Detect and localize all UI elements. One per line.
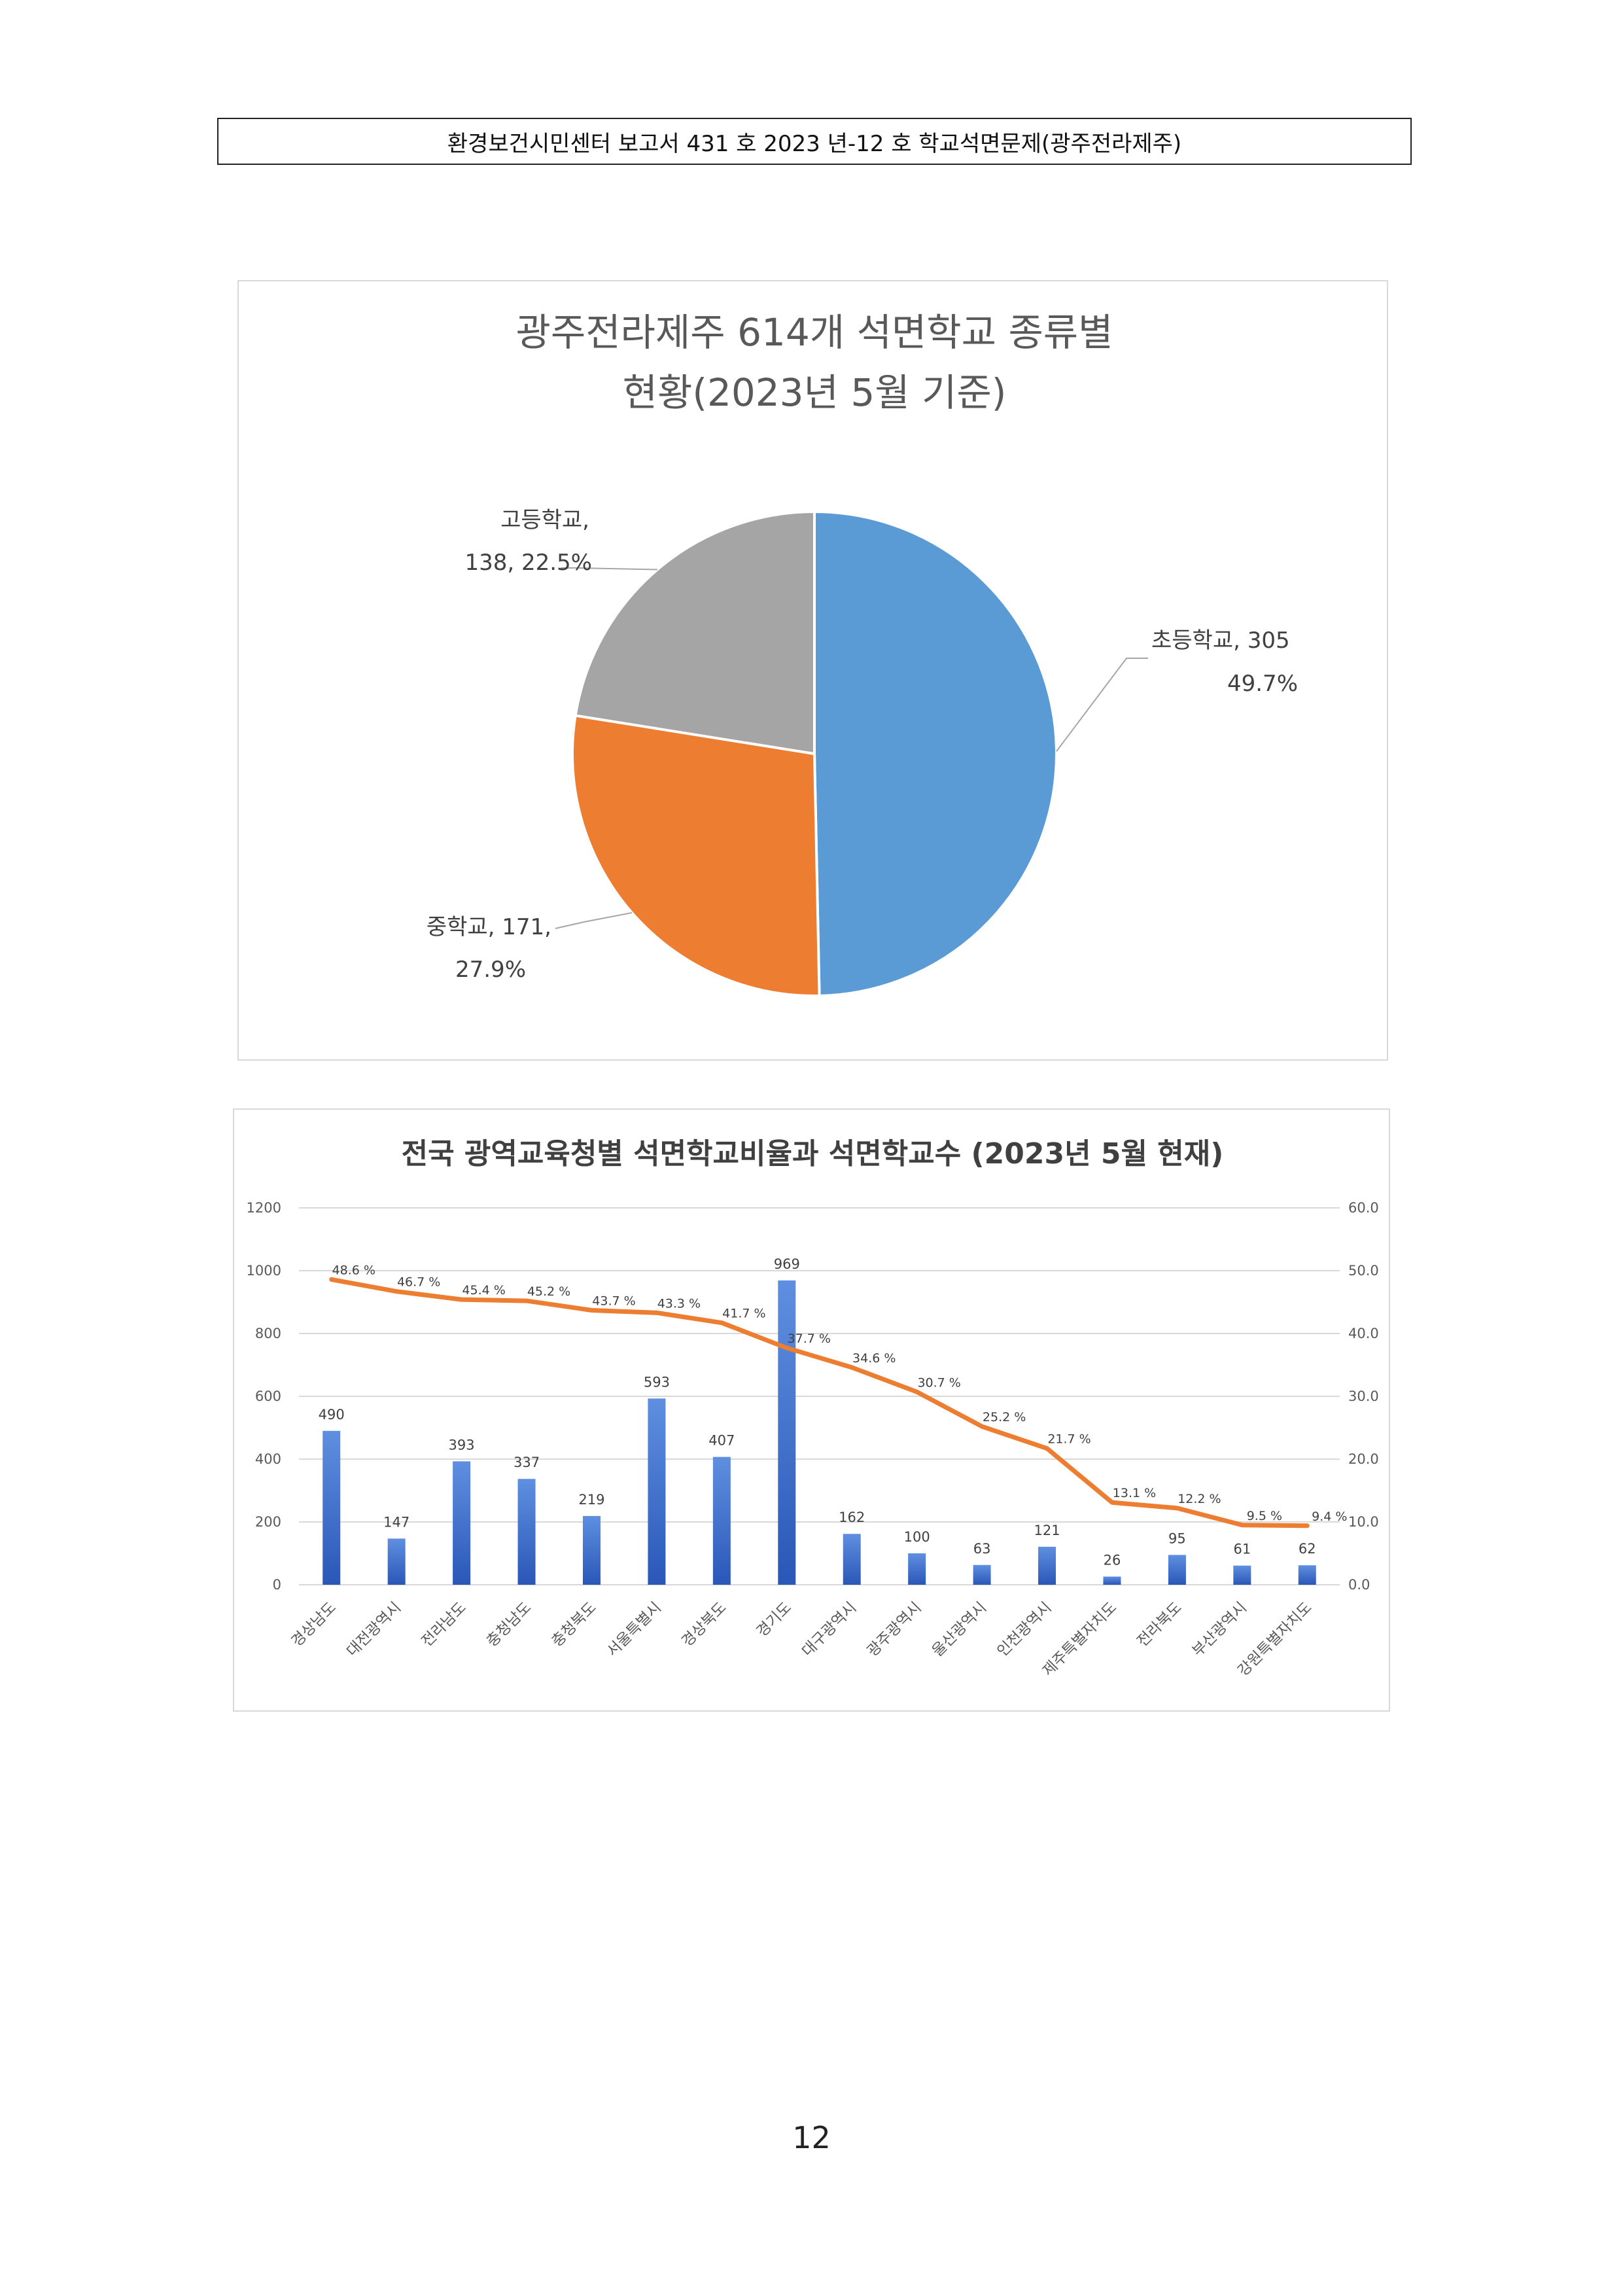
bar-9 — [908, 1553, 926, 1585]
bar-value-label-5: 593 — [644, 1374, 670, 1390]
bar-14 — [1233, 1565, 1251, 1585]
pie-label-0-line1: 초등학교, 305 — [1151, 627, 1290, 654]
y-left-tick-6: 1200 — [247, 1200, 281, 1216]
line-value-label-0: 48.6 % — [332, 1263, 375, 1277]
y-right-tick-5: 50.0 — [1348, 1263, 1379, 1279]
x-category-label-1: 대전광역시 — [343, 1599, 404, 1660]
report-header: 환경보건시민센터 보고서 431 호 2023 년-12 호 학교석면문제(광주… — [217, 118, 1412, 165]
y-right-tick-0: 0.0 — [1348, 1577, 1370, 1593]
line-value-label-9: 30.7 % — [917, 1375, 960, 1390]
bar-12 — [1103, 1576, 1121, 1585]
bar-value-label-14: 61 — [1233, 1542, 1251, 1557]
bar-chart-title: 전국 광역교육청별 석면학교비율과 석면학교수 (2023년 5월 현재) — [402, 1137, 1224, 1171]
bar-2 — [453, 1461, 471, 1585]
x-category-label-7: 경기도 — [754, 1599, 795, 1640]
page-number: 12 — [792, 2120, 831, 2155]
bar-value-label-4: 219 — [578, 1492, 604, 1508]
y-right-tick-4: 40.0 — [1348, 1326, 1379, 1341]
ratio-line — [329, 1277, 1310, 1528]
y-right-tick-1: 10.0 — [1348, 1514, 1379, 1530]
pie-slice-1 — [571, 714, 821, 997]
bar-4 — [582, 1515, 601, 1585]
bar-value-label-1: 147 — [383, 1514, 410, 1530]
line-value-label-8: 34.6 % — [852, 1351, 896, 1366]
bar-value-label-13: 95 — [1168, 1530, 1186, 1546]
bar-11 — [1038, 1546, 1056, 1585]
pie-label-2-line1: 고등학교, — [500, 507, 589, 533]
bar-value-label-10: 63 — [973, 1541, 991, 1557]
line-value-label-12: 13.1 % — [1113, 1486, 1156, 1500]
x-category-label-11: 인천광역시 — [994, 1599, 1055, 1660]
bar-10 — [973, 1564, 991, 1585]
pie-slice-2 — [574, 510, 816, 756]
line-value-label-6: 41.7 % — [722, 1307, 765, 1321]
line-value-label-4: 43.7 % — [592, 1294, 635, 1308]
bar-6 — [712, 1457, 731, 1585]
bar-8 — [843, 1534, 861, 1585]
bar-value-label-9: 100 — [904, 1529, 930, 1545]
y-left-tick-1: 200 — [255, 1514, 281, 1530]
bar-1 — [387, 1538, 406, 1585]
x-category-label-14: 부산광역시 — [1189, 1599, 1250, 1660]
pie-title-line1: 광주전라제주 614개 석면학교 종류별 — [515, 310, 1113, 355]
bar-value-label-12: 26 — [1104, 1553, 1121, 1568]
bar-3 — [517, 1479, 536, 1585]
y-right-tick-3: 30.0 — [1348, 1388, 1379, 1404]
bar-5 — [648, 1398, 666, 1585]
line-value-label-13: 12.2 % — [1178, 1492, 1221, 1506]
x-category-label-4: 충청북도 — [548, 1599, 599, 1650]
report-header-text: 환경보건시민센터 보고서 431 호 2023 년-12 호 학교석면문제(광주… — [447, 130, 1182, 157]
pie-label-1-line1: 중학교, 171, — [427, 914, 551, 940]
pie-label-0-line2: 49.7% — [1227, 671, 1298, 697]
y-left-tick-2: 400 — [255, 1451, 281, 1467]
y-left-tick-4: 800 — [255, 1326, 281, 1341]
bar-7 — [778, 1280, 796, 1585]
x-category-label-6: 경상북도 — [678, 1599, 729, 1650]
x-category-label-8: 대구광역시 — [799, 1599, 860, 1660]
pie-leader-line-0 — [1056, 658, 1148, 752]
line-value-label-5: 43.3 % — [657, 1296, 701, 1311]
x-category-label-5: 서울특별시 — [604, 1599, 665, 1660]
line-value-label-11: 21.7 % — [1047, 1432, 1091, 1447]
y-left-tick-5: 1000 — [247, 1263, 281, 1279]
x-category-label-2: 전라남도 — [419, 1599, 470, 1650]
line-value-label-10: 25.2 % — [983, 1410, 1026, 1424]
line-value-label-1: 46.7 % — [397, 1275, 440, 1290]
bar-13 — [1168, 1555, 1186, 1585]
x-category-label-10: 울산광역시 — [929, 1599, 990, 1660]
x-category-label-0: 경상남도 — [288, 1599, 340, 1650]
line-value-label-3: 45.2 % — [527, 1284, 570, 1299]
x-category-label-9: 광주광역시 — [864, 1599, 925, 1660]
bar-value-label-15: 62 — [1299, 1541, 1316, 1557]
pie-label-1-line2: 27.9% — [455, 957, 526, 983]
pie-label-2-line2: 138, 22.5% — [464, 550, 592, 576]
line-value-label-14: 9.5 % — [1247, 1509, 1282, 1523]
line-value-label-15: 9.4 % — [1312, 1510, 1347, 1524]
bar-value-label-2: 393 — [449, 1437, 475, 1453]
pie-leader-line-1 — [555, 911, 633, 929]
bar-value-label-0: 490 — [319, 1407, 345, 1422]
y-left-tick-3: 600 — [255, 1388, 281, 1404]
x-category-label-13: 전라북도 — [1134, 1599, 1185, 1650]
bar-value-label-6: 407 — [708, 1433, 735, 1449]
bar-line-chart-frame: 전국 광역교육청별 석면학교비율과 석면학교수 (2023년 5월 현재) 0 20… — [233, 1108, 1390, 1712]
pie-leader-line-2 — [561, 567, 657, 571]
y-right-tick-6: 60.0 — [1348, 1200, 1379, 1216]
bar-value-label-7: 969 — [774, 1256, 800, 1272]
bar-value-label-11: 121 — [1034, 1523, 1060, 1538]
bar-line-chart: 전국 광역교육청별 석면학교비율과 석면학교수 (2023년 5월 현재) 0 20… — [247, 1137, 1379, 1680]
bar-value-label-3: 337 — [514, 1455, 540, 1470]
y-right-tick-2: 20.0 — [1348, 1451, 1379, 1467]
y-left-tick-0: 0 — [273, 1577, 281, 1593]
bar-0 — [323, 1430, 341, 1585]
pie-slice-0 — [813, 510, 1058, 997]
pie-title-line2: 현황(2023년 5월 기준) — [623, 370, 1007, 415]
bar-15 — [1298, 1565, 1316, 1585]
line-value-label-2: 45.4 % — [462, 1283, 505, 1298]
x-category-label-3: 충청남도 — [483, 1599, 534, 1650]
line-value-label-7: 37.7 % — [788, 1332, 831, 1346]
bar-value-label-8: 162 — [839, 1510, 865, 1525]
